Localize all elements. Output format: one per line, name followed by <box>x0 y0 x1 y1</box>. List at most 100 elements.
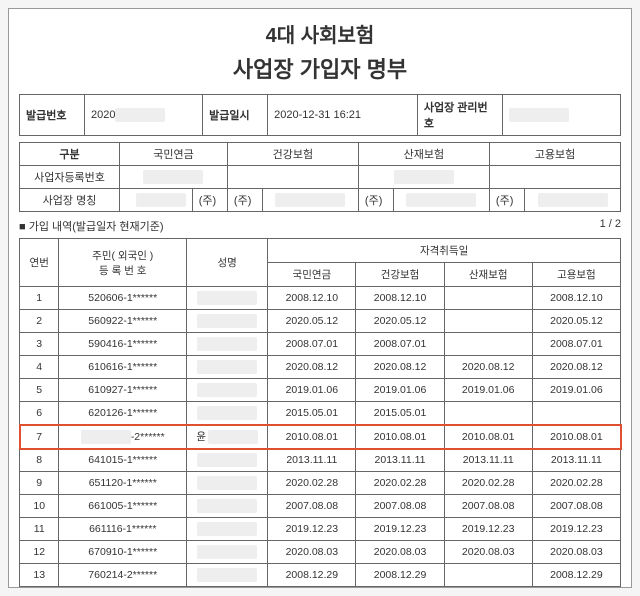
hdr-id: 주민( 외국인 ) 등 록 번 호 <box>59 239 187 287</box>
redacted-block <box>197 522 257 536</box>
data-table: 연번 주민( 외국인 ) 등 록 번 호 성명 자격취득일 국민연금 건강보험 … <box>19 238 621 587</box>
table-row: 12670910-1******2020.08.032020.08.032020… <box>20 541 621 564</box>
table-row: 8641015-1******2013.11.112013.11.112013.… <box>20 449 621 472</box>
cell-id: 610927-1****** <box>59 379 187 402</box>
cell-date <box>444 310 532 333</box>
cell-date: 2020.02.28 <box>268 472 356 495</box>
cell-date: 2013.11.11 <box>268 449 356 472</box>
bizname-suffix: (주) <box>192 189 227 212</box>
issue-date-label: 발급일시 <box>203 95 268 135</box>
cell-name <box>187 310 268 333</box>
cell-name <box>187 333 268 356</box>
cell-seq: 10 <box>20 495 59 518</box>
cell-date: 2019.12.23 <box>444 518 532 541</box>
cell-seq: 9 <box>20 472 59 495</box>
cell-date: 2013.11.11 <box>356 449 444 472</box>
table-row: 10661005-1******2007.08.082007.08.082007… <box>20 495 621 518</box>
cell-date: 2013.11.11 <box>444 449 532 472</box>
hdr-acq-2: 산재보험 <box>444 263 532 287</box>
redacted-block <box>197 568 257 582</box>
table-row: 1520606-1******2008.12.102008.12.102008.… <box>20 287 621 310</box>
cell-seq: 3 <box>20 333 59 356</box>
cell-date: 2008.12.10 <box>532 287 620 310</box>
bizname-cell <box>263 189 359 212</box>
cell-date: 2019.01.06 <box>268 379 356 402</box>
cat-col-2: 산재보험 <box>358 143 489 166</box>
table-row: 9651120-1******2020.02.282020.02.282020.… <box>20 472 621 495</box>
cell-name <box>187 472 268 495</box>
cell-date: 2020.05.12 <box>356 310 444 333</box>
cell-date: 2008.12.29 <box>532 564 620 587</box>
cell-name <box>187 518 268 541</box>
cell-date: 2020.02.28 <box>444 472 532 495</box>
cell-date: 2020.08.12 <box>268 356 356 379</box>
cell-id: 661005-1****** <box>59 495 187 518</box>
cell-date: 2007.08.08 <box>444 495 532 518</box>
cell-date: 2008.07.01 <box>532 333 620 356</box>
cell-name <box>187 356 268 379</box>
bizno-cell <box>489 166 620 189</box>
cell-date: 2013.11.11 <box>532 449 620 472</box>
cell-id: -2****** <box>59 425 187 449</box>
redacted-block <box>136 193 186 207</box>
issue-no-year: 2020 <box>91 109 115 121</box>
table-row: 7-2******윤2010.08.012010.08.012010.08.01… <box>20 425 621 449</box>
cell-name <box>187 379 268 402</box>
cell-seq: 1 <box>20 287 59 310</box>
cell-id: 760214-2****** <box>59 564 187 587</box>
mgmt-no-value <box>503 95 620 135</box>
table-row: 6620126-1******2015.05.012015.05.01 <box>20 402 621 425</box>
cell-date: 2020.08.12 <box>532 356 620 379</box>
cell-date: 2015.05.01 <box>356 402 444 425</box>
meta-row: 발급번호 2020 발급일시 2020-12-31 16:21 사업장 관리번호 <box>19 94 621 136</box>
cell-seq: 4 <box>20 356 59 379</box>
cat-col-3: 고용보험 <box>489 143 620 166</box>
section-header: ■ 가입 내역(발급일자 현재기준) 1 / 2 <box>19 218 621 234</box>
cell-date: 2008.07.01 <box>356 333 444 356</box>
table-row: 11661116-1******2019.12.232019.12.232019… <box>20 518 621 541</box>
hdr-acq: 자격취득일 <box>268 239 621 263</box>
cell-date: 2019.01.06 <box>356 379 444 402</box>
title-block: 4대 사회보험 사업장 가입자 명부 <box>19 19 621 84</box>
redacted-block <box>197 476 257 490</box>
redacted-block <box>197 499 257 513</box>
cell-date: 2007.08.08 <box>268 495 356 518</box>
cell-seq: 2 <box>20 310 59 333</box>
hdr-acq-1: 건강보험 <box>356 263 444 287</box>
cell-date: 2010.08.01 <box>444 425 532 449</box>
cell-date: 2020.08.03 <box>356 541 444 564</box>
cell-id: 610616-1****** <box>59 356 187 379</box>
redacted-block <box>115 108 165 122</box>
cell-seq: 5 <box>20 379 59 402</box>
cell-date: 2019.01.06 <box>532 379 620 402</box>
data-body: 1520606-1******2008.12.102008.12.102008.… <box>20 287 621 587</box>
table-row: 4610616-1******2020.08.122020.08.122020.… <box>20 356 621 379</box>
table-row: 3590416-1******2008.07.012008.07.012008.… <box>20 333 621 356</box>
redacted-block <box>197 291 257 305</box>
cell-seq: 13 <box>20 564 59 587</box>
cell-date: 2008.12.10 <box>268 287 356 310</box>
title-2: 사업장 가입자 명부 <box>19 52 621 84</box>
cell-seq: 11 <box>20 518 59 541</box>
cell-name <box>187 495 268 518</box>
mgmt-no-label: 사업장 관리번호 <box>418 95 503 135</box>
cell-name <box>187 541 268 564</box>
cat-col-1: 건강보험 <box>227 143 358 166</box>
redacted-block <box>208 430 258 444</box>
redacted-block <box>143 170 203 184</box>
issue-no-value: 2020 <box>85 95 203 135</box>
cell-date <box>444 564 532 587</box>
issue-date-value: 2020-12-31 16:21 <box>268 95 418 135</box>
bizname-cell <box>525 189 621 212</box>
bizname-suffix: (주) <box>489 189 524 212</box>
cell-id: 590416-1****** <box>59 333 187 356</box>
cell-id: 620126-1****** <box>59 402 187 425</box>
table-row: 13760214-2******2008.12.292008.12.292008… <box>20 564 621 587</box>
cell-date: 2019.01.06 <box>444 379 532 402</box>
cell-date: 2008.12.29 <box>356 564 444 587</box>
bizname-cell <box>120 189 193 212</box>
cell-name <box>187 402 268 425</box>
bizname-suffix: (주) <box>227 189 262 212</box>
redacted-block <box>197 406 257 420</box>
redacted-block <box>538 193 608 207</box>
